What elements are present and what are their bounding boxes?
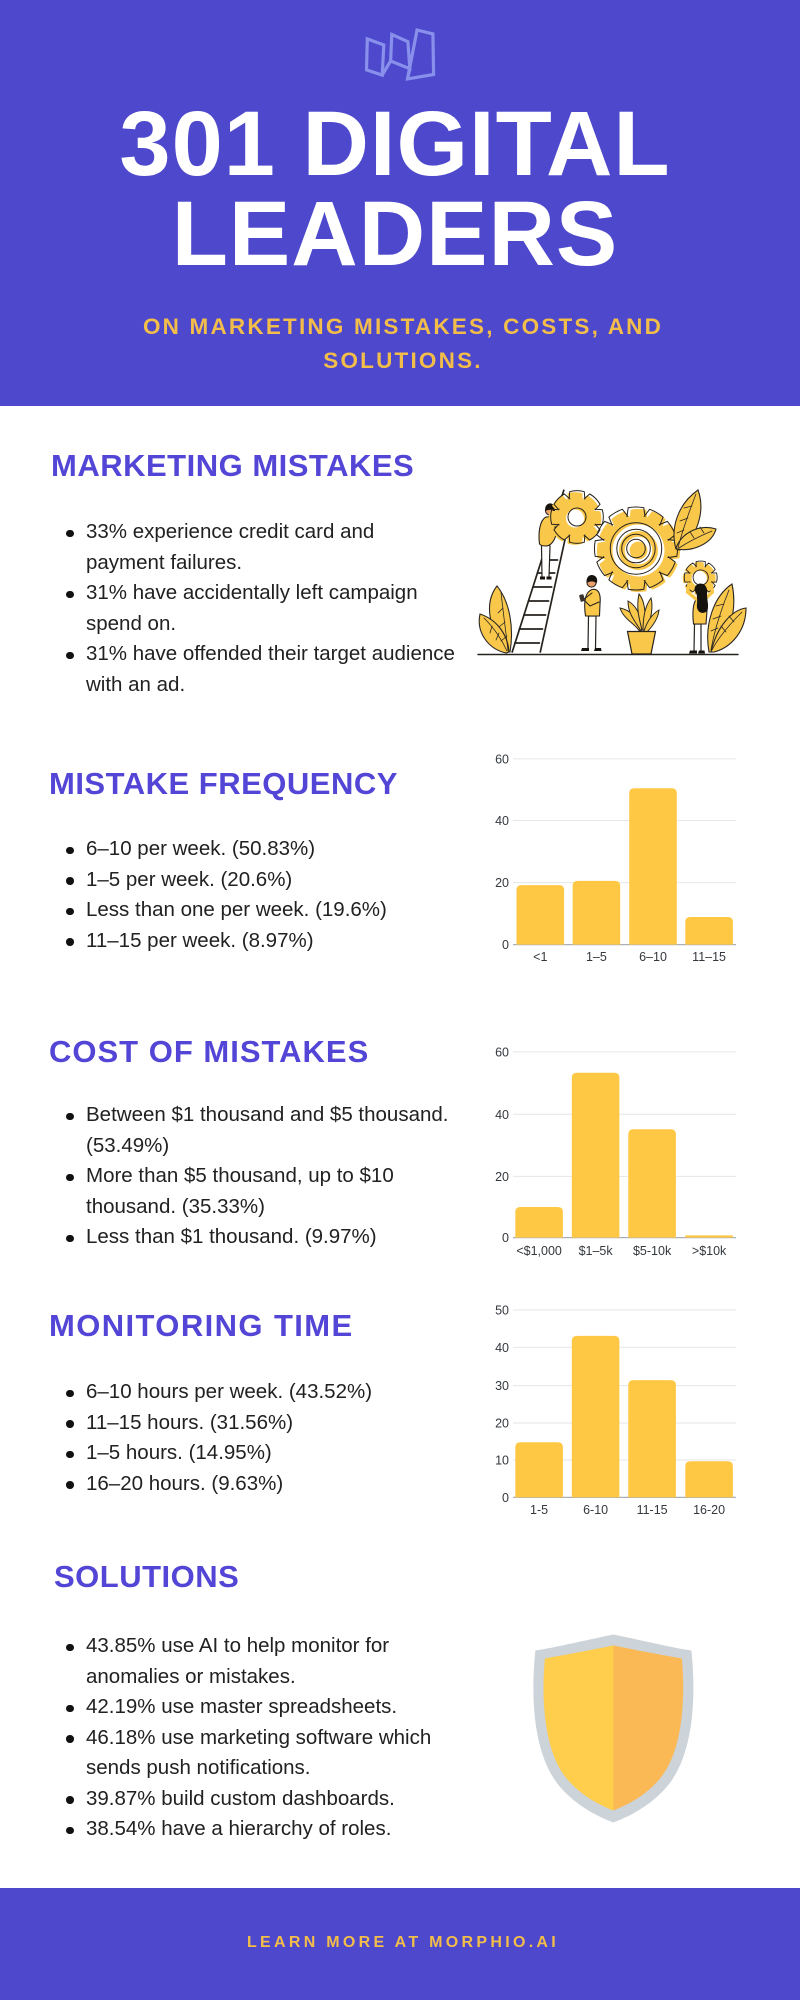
svg-text:$1–5k: $1–5k — [579, 1244, 614, 1258]
svg-text:60: 60 — [495, 752, 509, 766]
svg-text:40: 40 — [495, 814, 509, 828]
svg-text:0: 0 — [502, 1231, 509, 1245]
svg-text:40: 40 — [495, 1108, 509, 1122]
svg-text:0: 0 — [502, 1491, 509, 1505]
svg-text:<$1,000: <$1,000 — [516, 1244, 562, 1258]
svg-text:1–5: 1–5 — [586, 950, 607, 964]
svg-text:1-5: 1-5 — [530, 1503, 548, 1517]
svg-text:11-15: 11-15 — [637, 1503, 668, 1517]
svg-text:<1: <1 — [533, 950, 547, 964]
svg-text:40: 40 — [495, 1341, 509, 1355]
svg-text:20: 20 — [495, 1170, 509, 1184]
svg-text:60: 60 — [495, 1045, 509, 1059]
svg-text:6-10: 6-10 — [583, 1503, 608, 1517]
svg-text:30: 30 — [495, 1379, 509, 1393]
svg-text:6–10: 6–10 — [639, 950, 667, 964]
svg-text:20: 20 — [495, 1417, 509, 1431]
svg-text:16-20: 16-20 — [693, 1503, 725, 1517]
svg-text:20: 20 — [495, 876, 509, 890]
svg-text:0: 0 — [502, 938, 509, 952]
svg-text:$5-10k: $5-10k — [633, 1244, 672, 1258]
svg-text:50: 50 — [495, 1304, 509, 1318]
svg-text:11–15: 11–15 — [692, 950, 726, 964]
svg-text:>$10k: >$10k — [692, 1244, 727, 1258]
svg-text:10: 10 — [495, 1454, 509, 1468]
